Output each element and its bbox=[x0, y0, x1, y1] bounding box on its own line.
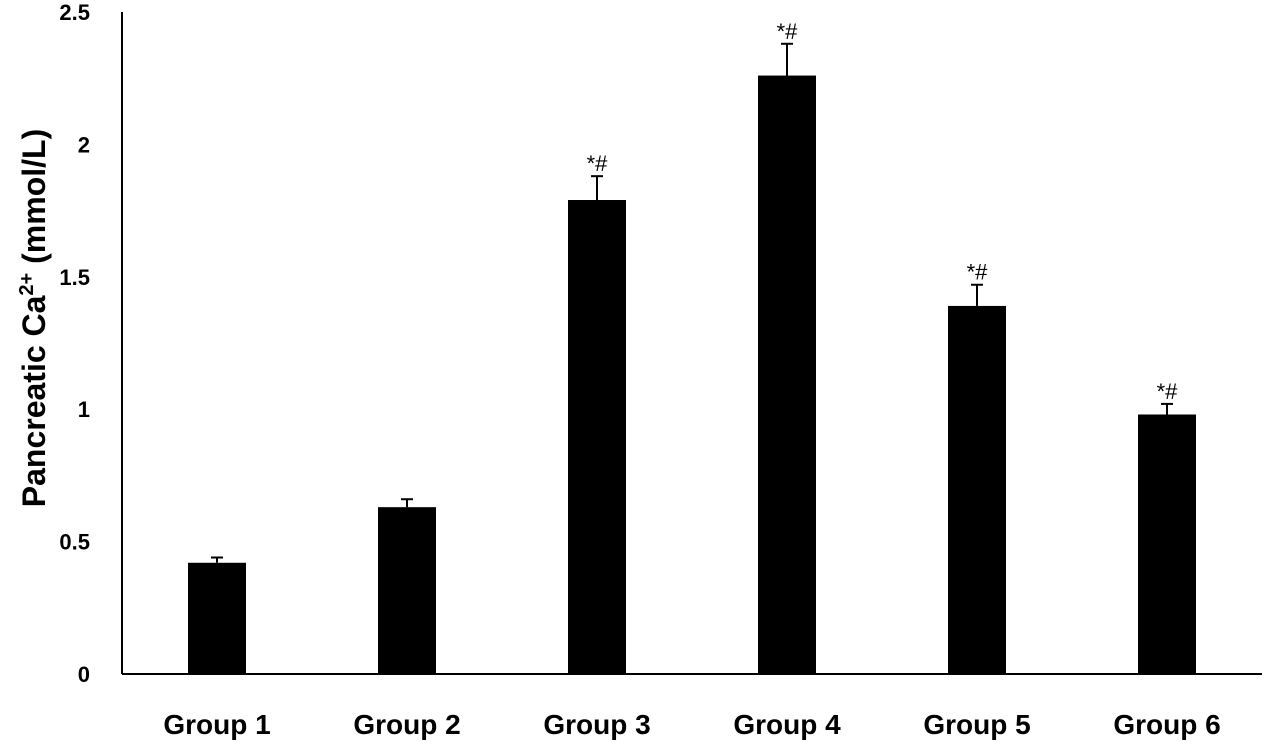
bar bbox=[1138, 414, 1196, 674]
y-tick-label: 0.5 bbox=[59, 530, 90, 555]
significance-annotation: *# bbox=[777, 19, 799, 44]
bar bbox=[188, 562, 246, 674]
bar bbox=[948, 305, 1006, 674]
significance-annotation: *# bbox=[587, 151, 609, 176]
bars-group bbox=[188, 75, 1196, 674]
category-labels: Group 1 Group 2 Group 3 Group 4 Group 5 Group… bbox=[163, 709, 1220, 740]
category-label: Group 3 bbox=[543, 709, 650, 740]
y-axis-title-unit: (mmol/L) bbox=[16, 129, 52, 273]
bar bbox=[568, 200, 626, 674]
y-tick-label: 2 bbox=[78, 132, 90, 157]
y-axis-title: Pancreatic Ca2+ (mmol/L) bbox=[16, 129, 52, 507]
category-label: Group 2 bbox=[353, 709, 460, 740]
significance-annotation: *# bbox=[1157, 379, 1179, 404]
y-axis-title-superscript: 2+ bbox=[16, 273, 38, 296]
significance-annotation: *# bbox=[967, 260, 989, 285]
category-label: Group 6 bbox=[1113, 709, 1220, 740]
y-tick-label: 0 bbox=[78, 662, 90, 687]
y-tick-label: 2.5 bbox=[59, 0, 90, 25]
y-axis-title-main: Pancreatic Ca bbox=[16, 295, 52, 507]
y-tick-label: 1.5 bbox=[59, 265, 90, 290]
category-label: Group 4 bbox=[733, 709, 841, 740]
y-tick-label: 1 bbox=[78, 397, 90, 422]
error-bars-group bbox=[211, 42, 1173, 563]
category-label: Group 5 bbox=[923, 709, 1030, 740]
category-label: Group 1 bbox=[163, 709, 270, 740]
bar bbox=[758, 75, 816, 674]
y-tick-labels: 0 0.5 1 1.5 2 2.5 bbox=[59, 0, 90, 687]
bar bbox=[378, 507, 436, 674]
annotations-group: *# *# *# *# bbox=[587, 19, 1179, 404]
